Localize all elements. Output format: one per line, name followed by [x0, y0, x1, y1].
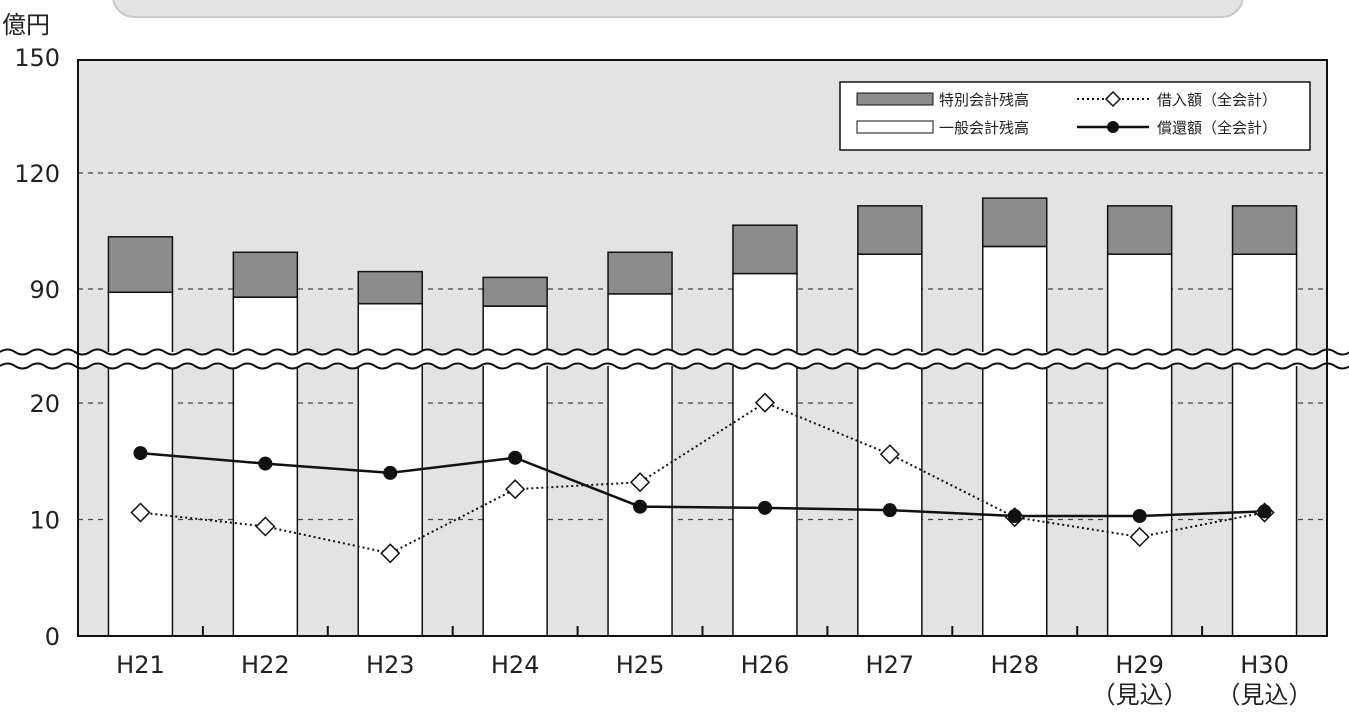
legend-swatch-general — [856, 120, 934, 134]
y-tick-label-90: 90 — [29, 276, 60, 304]
bar-special-H25 — [607, 251, 673, 295]
legend-marker-borrowing — [1104, 90, 1122, 108]
point-borrowing-H24 — [505, 479, 526, 500]
series-lines — [130, 392, 1275, 564]
bar-general-H26 — [732, 272, 798, 637]
point-repayment-H28 — [1007, 509, 1022, 524]
point-repayment-H25 — [633, 499, 648, 514]
legend-label-general: 一般会計残高 — [939, 119, 1029, 137]
bar-general-H28 — [982, 245, 1048, 637]
y-tick-label-150: 150 — [14, 44, 60, 72]
bar-general-H21 — [107, 291, 174, 637]
y-tick-label-120: 120 — [14, 160, 60, 188]
point-repayment-H23 — [383, 465, 398, 480]
bar-special-H22 — [232, 251, 299, 298]
x-axis-ticks: H21 H22 H23 H24 H25 H26 H27 H28 H29（見込）H30（見込） — [116, 626, 1313, 709]
bar-general-H25 — [607, 293, 673, 637]
point-repayment-H27 — [882, 503, 897, 518]
legend-swatch-special — [856, 92, 934, 106]
bar-general-H29 — [1106, 253, 1173, 637]
point-borrowing-H25 — [629, 472, 651, 493]
bar-general-H30 — [1231, 253, 1298, 637]
x-tick-label-H23: H23 — [366, 651, 415, 679]
legend-label-special: 特別会計残高 — [939, 91, 1029, 109]
x-tick-label-H24: H24 — [491, 651, 540, 679]
point-borrowing-H29 — [1129, 526, 1150, 548]
point-repayment-H30 — [1257, 504, 1272, 519]
point-repayment-H22 — [258, 456, 273, 471]
bar-special-H28 — [982, 197, 1048, 248]
point-borrowing-H21 — [130, 502, 151, 523]
bar-special-H21 — [107, 236, 174, 294]
legend-label-borrowing: 借入額（全会計） — [1157, 91, 1277, 109]
point-repayment-H21 — [133, 446, 148, 461]
bar-special-H27 — [857, 205, 923, 255]
x-tick-label-H26: H26 — [741, 651, 790, 679]
y-unit-label: 億円 — [2, 11, 50, 39]
y-tick-label-10: 10 — [29, 507, 60, 535]
axis-break-fill-top — [0, 349, 1349, 360]
x-tick-label-H29: H29 — [1115, 651, 1164, 679]
bar-special-H24 — [482, 276, 548, 307]
y-tick-label-0: 0 — [45, 623, 60, 651]
bar-special-H26 — [732, 224, 798, 275]
axis-break-line-bottom — [0, 362, 1349, 370]
y-axis-ticks: 0 10 20 90 120 150 — [14, 44, 60, 651]
point-borrowing-H26 — [754, 392, 776, 413]
legend-marker-repayment — [1107, 121, 1119, 133]
plot-frame — [77, 59, 1328, 637]
point-repayment-H29 — [1132, 509, 1147, 524]
point-repayment-H24 — [508, 450, 523, 465]
y-tick-label-20: 20 — [29, 390, 60, 418]
x-tick-label-H25: H25 — [616, 651, 665, 679]
line-repayment — [140, 451, 1265, 518]
legend-label-repayment: 償還額（全会計） — [1157, 119, 1277, 137]
x-tick-sublabel-H30: （見込） — [1217, 681, 1313, 709]
line-borrowing — [140, 401, 1265, 555]
bar-special-H29 — [1106, 205, 1173, 255]
point-borrowing-H22 — [255, 516, 276, 537]
bar-special-H30 — [1231, 205, 1298, 255]
point-repayment-H26 — [757, 500, 772, 515]
legend: 特別会計残高 一般会計残高 借入額（全会計） 償還額（全会計） — [839, 81, 1311, 151]
point-borrowing-H23 — [380, 543, 401, 564]
bar-special-H23 — [357, 270, 423, 305]
axis-break — [0, 348, 1349, 370]
x-tick-label-H30: H30 — [1240, 651, 1289, 679]
axis-break-fill-bottom — [0, 358, 1349, 369]
axis-break-line-top — [0, 348, 1349, 356]
x-tick-label-H22: H22 — [241, 651, 290, 679]
x-tick-label-H27: H27 — [866, 651, 915, 679]
point-borrowing-H27 — [879, 444, 900, 465]
x-tick-sublabel-H29: （見込） — [1092, 681, 1188, 709]
x-tick-label-H21: H21 — [116, 651, 165, 679]
x-tick-label-H28: H28 — [990, 651, 1039, 679]
